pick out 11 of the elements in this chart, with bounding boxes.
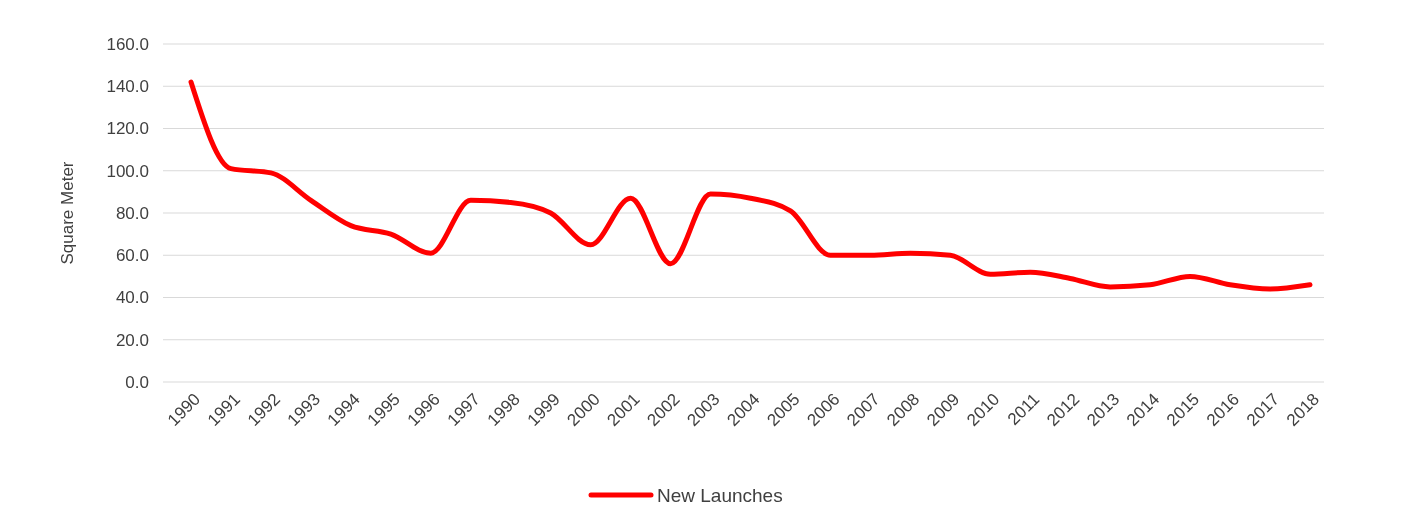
y-tick-label: 40.0 [115,288,149,308]
y-tick-label: 60.0 [115,246,149,266]
y-tick-label: 140.0 [106,77,149,97]
y-tick-label: 100.0 [106,161,149,181]
y-tick-label: 80.0 [115,203,149,223]
y-tick-label: 160.0 [106,34,149,54]
y-tick-label: 120.0 [106,119,149,139]
legend-label: New Launches [657,484,783,506]
y-tick-label: 0.0 [125,372,149,392]
y-tick-label: 20.0 [115,330,149,350]
y-axis-title: Square Meter [58,161,77,265]
